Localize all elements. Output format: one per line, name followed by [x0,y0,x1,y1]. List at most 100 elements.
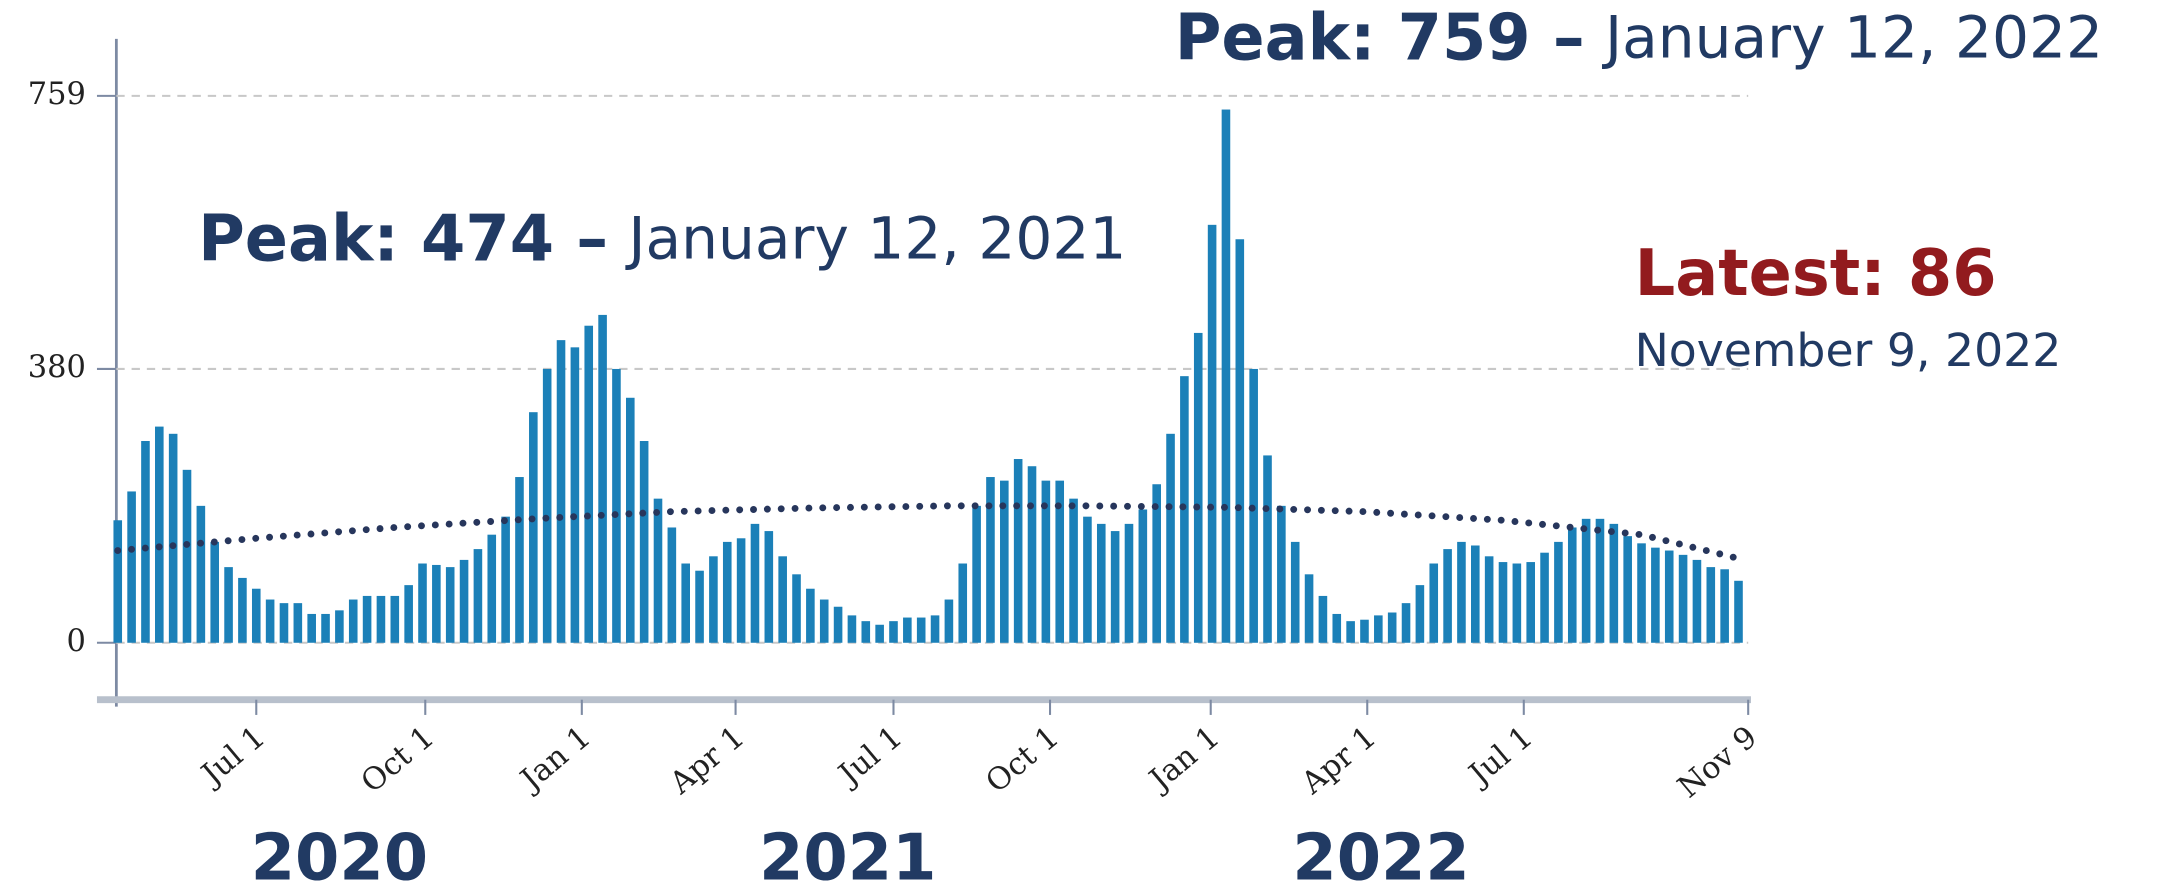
bar [542,368,552,643]
bar [155,426,164,643]
bar [722,541,732,643]
peak-2021-annotation: Peak: 474 – January 12, 2021 [198,202,1126,276]
bar [1013,459,1023,643]
bar [1581,518,1591,643]
bar [445,567,455,643]
bar [944,599,954,643]
bar [1540,552,1549,643]
bar [321,613,330,643]
bar [903,617,912,643]
bar [265,599,275,643]
bar [1124,523,1134,643]
bar [501,516,510,643]
peak-date: January 12, 2021 [624,205,1126,273]
year-label: 2022 [1292,821,1469,891]
bar [1595,518,1605,643]
bar [695,570,704,643]
bar [1720,569,1729,643]
bar [819,599,829,643]
bar [459,559,469,643]
peak-label: Peak: 474 – [198,202,608,276]
bar [1083,516,1092,643]
bar [1166,433,1175,643]
bar [806,588,815,643]
bar [1457,541,1466,643]
bar [1429,563,1439,643]
bar [916,617,926,643]
bar [1651,547,1660,643]
bar [1415,585,1425,643]
x-tick-label: Jul 1 [830,720,909,794]
bar [750,523,760,643]
trend-line [114,502,1742,562]
y-tick-label: 380 [28,350,86,385]
bar [972,505,981,643]
bar [653,498,663,643]
bar [861,621,871,643]
peak-2022-annotation: Peak: 759 – January 12, 2022 [1175,1,2103,75]
bar [1678,554,1688,643]
bar [667,527,677,643]
bar [182,469,192,643]
bar [1332,613,1342,643]
bar [1554,541,1563,643]
bar [1041,480,1051,643]
bar [293,603,303,643]
y-tick-label: 0 [66,624,85,659]
bar [764,531,774,643]
bar [1000,480,1009,643]
bar [889,621,898,643]
y-tick-label: 759 [28,77,86,112]
bar [833,606,843,643]
bar [113,520,123,643]
year-label: 2021 [759,821,936,891]
bar [1567,527,1577,643]
bar [875,624,884,643]
bar [1484,556,1494,643]
x-tick-label: Oct 1 [355,720,441,800]
bar [792,574,801,643]
bar [1221,109,1231,643]
x-tick-label: Jul 1 [1461,720,1540,794]
bar [1207,224,1217,643]
bar [1706,567,1716,643]
bar [847,615,857,643]
bar [404,585,413,643]
bar [556,340,566,643]
bar [307,613,316,643]
bar [1734,580,1743,643]
bar [1290,541,1300,643]
bar [210,541,220,643]
bar [681,563,690,643]
bar [362,595,372,643]
bar [1027,466,1037,643]
bar [612,368,621,643]
bar [1401,603,1411,643]
bar [1193,332,1203,643]
bar [1360,619,1369,643]
bar [418,563,427,643]
bar [348,599,358,643]
bar [141,441,150,643]
bar [709,556,718,643]
latest-label: Latest: 86 [1635,237,1997,311]
x-tick-label: Apr 1 [1295,720,1383,802]
bar [598,314,607,643]
bar [390,595,400,643]
bar [736,538,746,643]
bar [584,325,594,643]
bar [1692,559,1702,643]
bar [238,577,247,643]
bar [1609,523,1619,643]
bar [251,588,261,643]
bar [1152,484,1161,643]
bar [127,491,136,643]
bar [168,433,178,643]
bar [1387,612,1397,643]
bar [958,563,968,643]
bar [432,564,441,643]
bar [778,556,787,643]
bar [1055,480,1065,643]
